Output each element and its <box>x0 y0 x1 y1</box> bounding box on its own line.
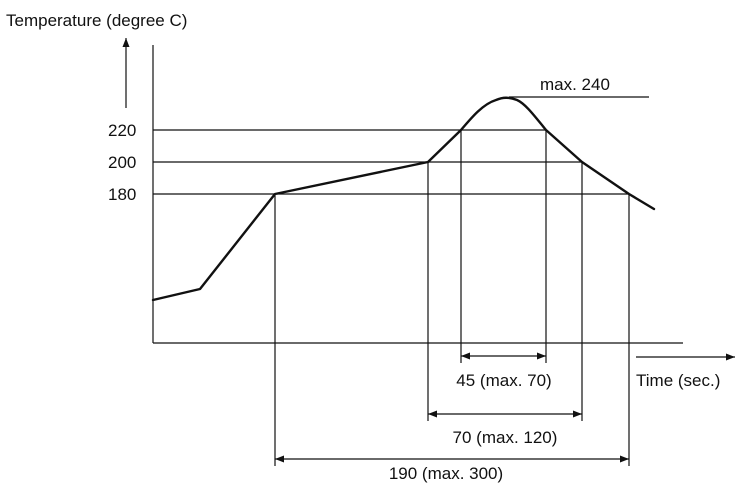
duration-label-180: 190 (max. 300) <box>389 464 503 483</box>
y-axis-label: Temperature (degree C) <box>6 11 187 30</box>
peak-label: max. 240 <box>540 75 610 94</box>
temperature-profile-curve <box>151 96 656 302</box>
duration-label-200: 70 (max. 120) <box>453 428 558 447</box>
y-tick-label-220: 220 <box>108 121 136 140</box>
y-tick-label-200: 200 <box>108 153 136 172</box>
duration-label-220: 45 (max. 70) <box>456 371 551 390</box>
x-axis-label: Time (sec.) <box>636 371 720 390</box>
y-tick-label-180: 180 <box>108 185 136 204</box>
